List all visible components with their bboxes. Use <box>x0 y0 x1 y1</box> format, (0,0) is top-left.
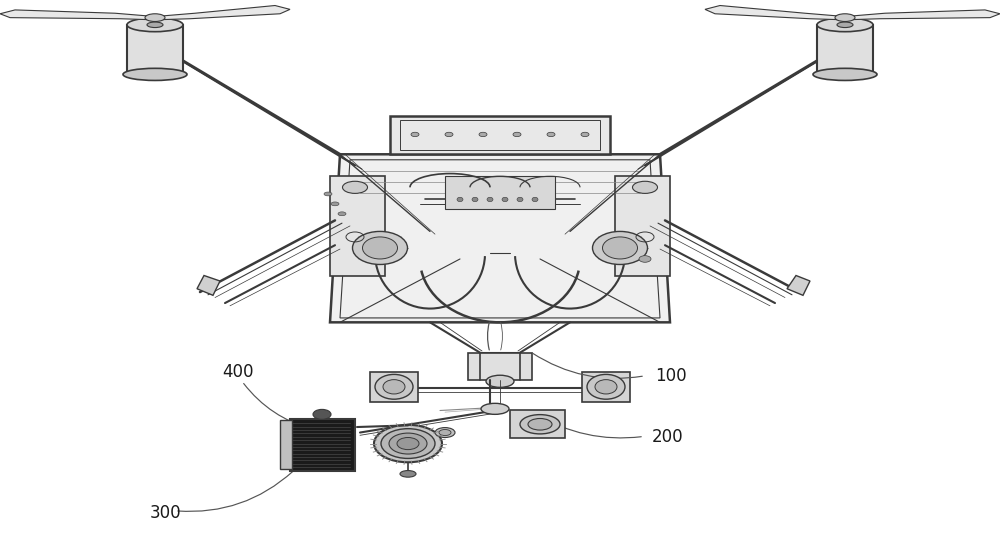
Ellipse shape <box>397 437 419 450</box>
Ellipse shape <box>457 197 463 202</box>
Ellipse shape <box>486 375 514 387</box>
Polygon shape <box>330 154 670 322</box>
Bar <box>445 176 555 209</box>
Ellipse shape <box>487 197 493 202</box>
Ellipse shape <box>145 14 165 21</box>
Ellipse shape <box>639 256 651 262</box>
Ellipse shape <box>835 14 855 21</box>
Ellipse shape <box>602 237 638 259</box>
Ellipse shape <box>532 197 538 202</box>
Ellipse shape <box>547 132 555 137</box>
Ellipse shape <box>528 419 552 430</box>
Ellipse shape <box>481 403 509 414</box>
Ellipse shape <box>383 380 405 394</box>
Ellipse shape <box>592 231 648 264</box>
Bar <box>330 176 385 276</box>
Ellipse shape <box>127 18 183 31</box>
Bar <box>582 372 630 402</box>
Ellipse shape <box>147 22 163 28</box>
Ellipse shape <box>389 433 427 454</box>
Ellipse shape <box>520 414 560 434</box>
Ellipse shape <box>362 237 398 259</box>
Ellipse shape <box>338 212 346 216</box>
Polygon shape <box>705 6 845 20</box>
Bar <box>468 353 532 380</box>
Ellipse shape <box>479 132 487 137</box>
Ellipse shape <box>324 192 332 196</box>
Text: 400: 400 <box>222 364 254 381</box>
Ellipse shape <box>817 18 873 31</box>
Bar <box>127 25 183 74</box>
Ellipse shape <box>435 428 455 437</box>
Ellipse shape <box>381 429 435 458</box>
Polygon shape <box>197 276 220 295</box>
Polygon shape <box>0 10 155 20</box>
Ellipse shape <box>313 409 331 419</box>
Bar <box>510 410 565 438</box>
Bar <box>817 25 873 74</box>
Bar <box>290 419 355 471</box>
Text: 200: 200 <box>652 428 684 446</box>
Bar <box>400 120 600 150</box>
Ellipse shape <box>595 380 617 394</box>
Ellipse shape <box>502 197 508 202</box>
Ellipse shape <box>123 68 187 80</box>
Bar <box>370 372 418 402</box>
Ellipse shape <box>352 231 408 264</box>
Ellipse shape <box>517 197 523 202</box>
Text: 300: 300 <box>150 504 182 522</box>
Ellipse shape <box>633 181 658 193</box>
Ellipse shape <box>374 425 442 462</box>
Ellipse shape <box>445 132 453 137</box>
Ellipse shape <box>837 22 853 28</box>
Ellipse shape <box>813 68 877 80</box>
Ellipse shape <box>342 181 368 193</box>
Ellipse shape <box>587 375 625 399</box>
Polygon shape <box>845 10 1000 20</box>
Bar <box>280 420 292 469</box>
Bar <box>615 176 670 276</box>
Text: 100: 100 <box>655 368 687 385</box>
Ellipse shape <box>400 471 416 477</box>
Ellipse shape <box>411 132 419 137</box>
Polygon shape <box>155 6 290 20</box>
Ellipse shape <box>513 132 521 137</box>
Ellipse shape <box>331 202 339 206</box>
Ellipse shape <box>375 375 413 399</box>
Ellipse shape <box>439 430 451 435</box>
Ellipse shape <box>472 197 478 202</box>
Bar <box>390 116 610 154</box>
Polygon shape <box>787 276 810 295</box>
Ellipse shape <box>581 132 589 137</box>
